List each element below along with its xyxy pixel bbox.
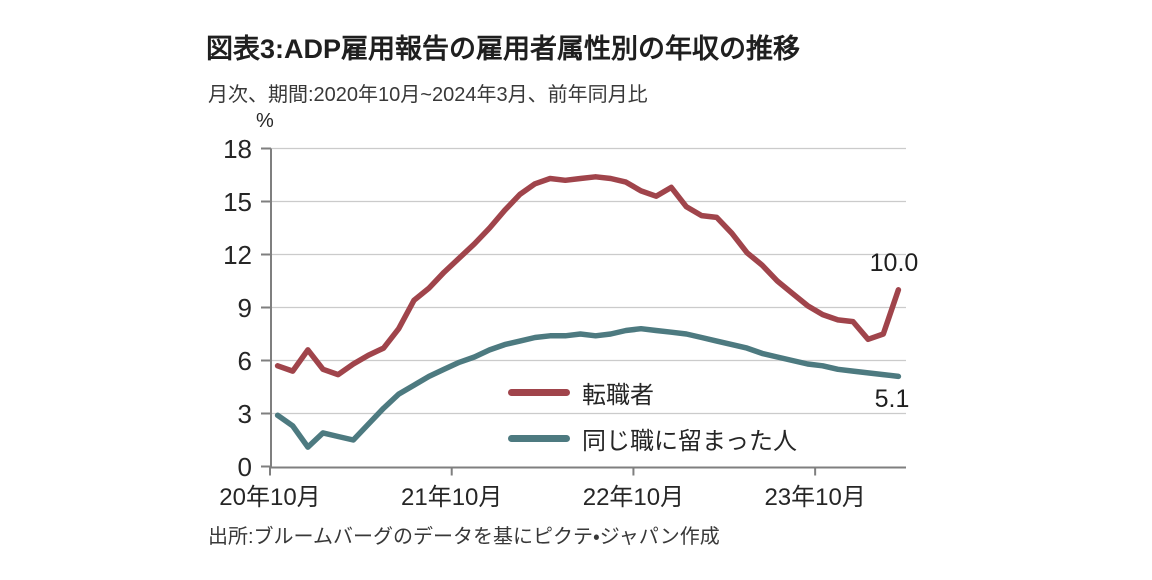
- end-value-label-job-changers: 10.0: [869, 249, 919, 277]
- x-axis-label-oct2023: 23年10月: [764, 484, 866, 511]
- y-axis-label-9: 9: [237, 292, 252, 323]
- x-axis-label-oct2021: 21年10月: [401, 484, 503, 511]
- series-line-job-changers: [274, 174, 902, 378]
- legend-label-job-changers: 転職者: [582, 381, 654, 409]
- end-value-label-job-stayers: 5.1: [874, 385, 910, 413]
- y-axis-label-12: 12: [223, 239, 252, 270]
- legend-swatch-job-stayers: [508, 434, 570, 442]
- source-note: 出所:ブルームバーグのデータを基にピクテ・ジャパン作成: [208, 526, 720, 548]
- x-axis-label-oct2022: 22年10月: [582, 484, 685, 511]
- chart-subtitle: 月次、期間:2020年10月~2024年3月、前年同月比: [208, 84, 648, 106]
- chart-title: 図表3:ADP雇用報告の雇用者属性別の年収の推移: [206, 34, 801, 64]
- legend-swatch-job-changers: [508, 388, 570, 396]
- legend-item-job-stayers: 同じ職に留まった人: [508, 424, 797, 455]
- y-axis-label-3: 3: [237, 398, 252, 429]
- legend-item-job-changers: 転職者: [508, 378, 654, 409]
- x-axis-label-oct2020: 20年10月: [219, 484, 321, 511]
- y-axis-label-6: 6: [237, 345, 252, 376]
- legend-label-job-stayers: 同じ職に留まった人: [582, 427, 798, 455]
- y-axis-unit-label: %: [256, 110, 274, 132]
- y-axis-label-0: 0: [237, 451, 252, 482]
- y-axis-label-15: 15: [223, 186, 252, 217]
- y-axis-label-18: 18: [223, 133, 252, 164]
